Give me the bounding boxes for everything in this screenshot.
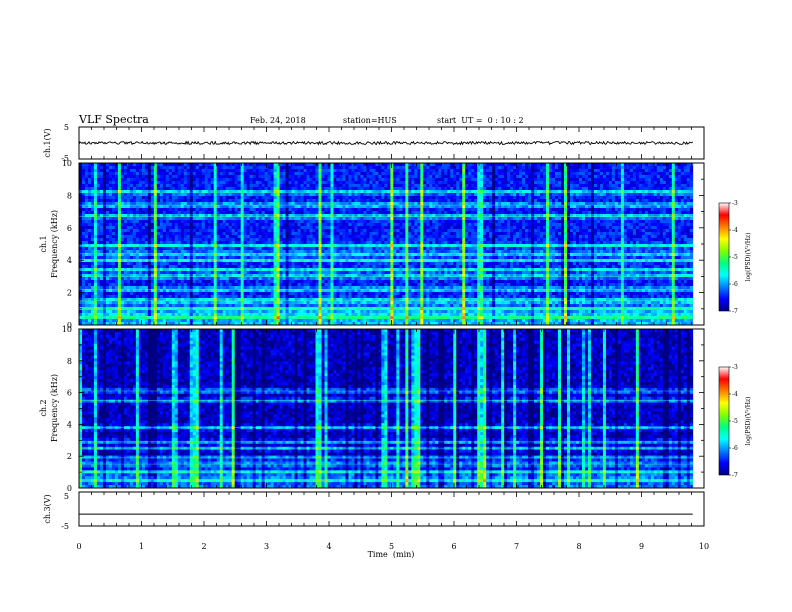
ch1-spectrogram-yticks: 0 2 4 6 8 10 — [62, 159, 72, 330]
ch1-spectrogram-ytick-5: 10 — [62, 159, 72, 168]
panel-ch1-spectrogram: 0 2 4 6 8 10 ch.1 Frequency (kHz) — [39, 159, 705, 330]
ch1-spectrogram-ytick-4: 8 — [67, 191, 72, 200]
ch1-ytick-bottom: -5 — [61, 154, 69, 163]
ch2-colorbar-tick-0: -3 — [732, 364, 738, 371]
ch2-colorbar-tick-3: -6 — [732, 445, 738, 452]
panel-ch2-spectrogram: 0 2 4 6 8 10 ch.2 Frequency (kHz) — [39, 325, 705, 493]
ch2-spectrogram-ytick-2: 4 — [67, 420, 72, 429]
ch1-colorbar-label: log(PSD)(V²/Hz) — [745, 233, 752, 282]
ch1-colorbar: -3 -4 -5 -6 -7 log(PSD)(V²/Hz) — [718, 200, 752, 315]
ch1-colorbar-tick-0: -3 — [732, 200, 738, 207]
x-tick-6: 6 — [451, 542, 456, 551]
ch1-colorbar-tick-2: -5 — [732, 254, 738, 261]
x-tick-2: 2 — [201, 542, 206, 551]
ch1-voltage-ylabel: ch.1(V) — [43, 128, 52, 157]
ch3-ytick-top: 5 — [64, 492, 69, 501]
x-tick-10: 10 — [699, 542, 709, 551]
ch2-spectrogram-yticks: 0 2 4 6 8 10 — [62, 325, 72, 493]
ch1-ytick-top: 5 — [64, 123, 69, 132]
ch1-voltage-trace — [78, 140, 694, 146]
x-tick-0: 0 — [76, 542, 81, 551]
ch1-spectrogram-channel-label: ch.1 — [39, 235, 48, 252]
ch1-colorbar-tick-3: -6 — [732, 281, 738, 288]
ch2-spectrogram-channel-label: ch.2 — [39, 399, 48, 416]
ch1-spectrogram-image — [79, 163, 704, 326]
x-tick-1: 1 — [139, 542, 144, 551]
x-tick-8: 8 — [576, 542, 581, 551]
ch2-colorbar-label: log(PSD)(V²/Hz) — [745, 397, 752, 446]
ch2-spectrogram-ytick-5: 10 — [62, 325, 72, 334]
x-axis-label: Time (min) — [368, 550, 415, 559]
ch2-spectrogram-ytick-4: 8 — [67, 357, 72, 366]
ch1-spectrogram-ytick-0: 0 — [67, 321, 72, 330]
ch1-spectrogram-ytick-3: 6 — [67, 224, 72, 233]
ch2-spectrogram-ytick-0: 0 — [67, 484, 72, 493]
header-start-time: start UT = 0 : 10 : 2 — [437, 116, 524, 125]
ch3-voltage-ylabel: ch.3(V) — [43, 494, 52, 523]
ch2-colorbar-tick-1: -4 — [732, 391, 738, 398]
ch2-spectrogram-image — [79, 329, 704, 489]
x-tick-5: 5 — [389, 542, 394, 551]
ch3-ytick-bottom: -5 — [61, 522, 69, 531]
ch2-spectrogram-ylabel: Frequency (kHz) — [50, 374, 59, 442]
x-tick-9: 9 — [639, 542, 644, 551]
header-date: Feb. 24, 2018 — [250, 116, 306, 125]
panel-ch3-voltage: 5 -5 ch.3(V) — [43, 491, 705, 531]
ch2-colorbar-tick-2: -5 — [732, 418, 738, 425]
ch2-spectrogram-ytick-1: 2 — [67, 452, 72, 461]
x-tick-4: 4 — [326, 542, 331, 551]
ch2-spectrogram-ytick-3: 6 — [67, 389, 72, 398]
ch1-colorbar-tick-1: -4 — [732, 227, 738, 234]
figure-title: VLF Spectra — [78, 113, 149, 126]
ch1-spectrogram-ytick-2: 4 — [67, 256, 72, 265]
ch1-spectrogram-ytick-1: 2 — [67, 289, 72, 298]
ch1-colorbar-tick-4: -7 — [732, 308, 738, 315]
ch2-colorbar: -3 -4 -5 -6 -7 log(PSD)(V²/Hz) — [718, 364, 752, 479]
panel-ch1-voltage: 5 -5 ch.1(V) — [43, 123, 705, 163]
header-station: station=HUS — [343, 116, 397, 125]
x-tick-3: 3 — [264, 542, 269, 551]
ch1-spectrogram-ylabel: Frequency (kHz) — [50, 210, 59, 278]
x-tick-7: 7 — [514, 542, 519, 551]
x-axis-tick-labels: 0 1 2 3 4 5 6 7 8 9 10 — [76, 542, 709, 551]
ch2-colorbar-tick-4: -7 — [732, 472, 738, 479]
